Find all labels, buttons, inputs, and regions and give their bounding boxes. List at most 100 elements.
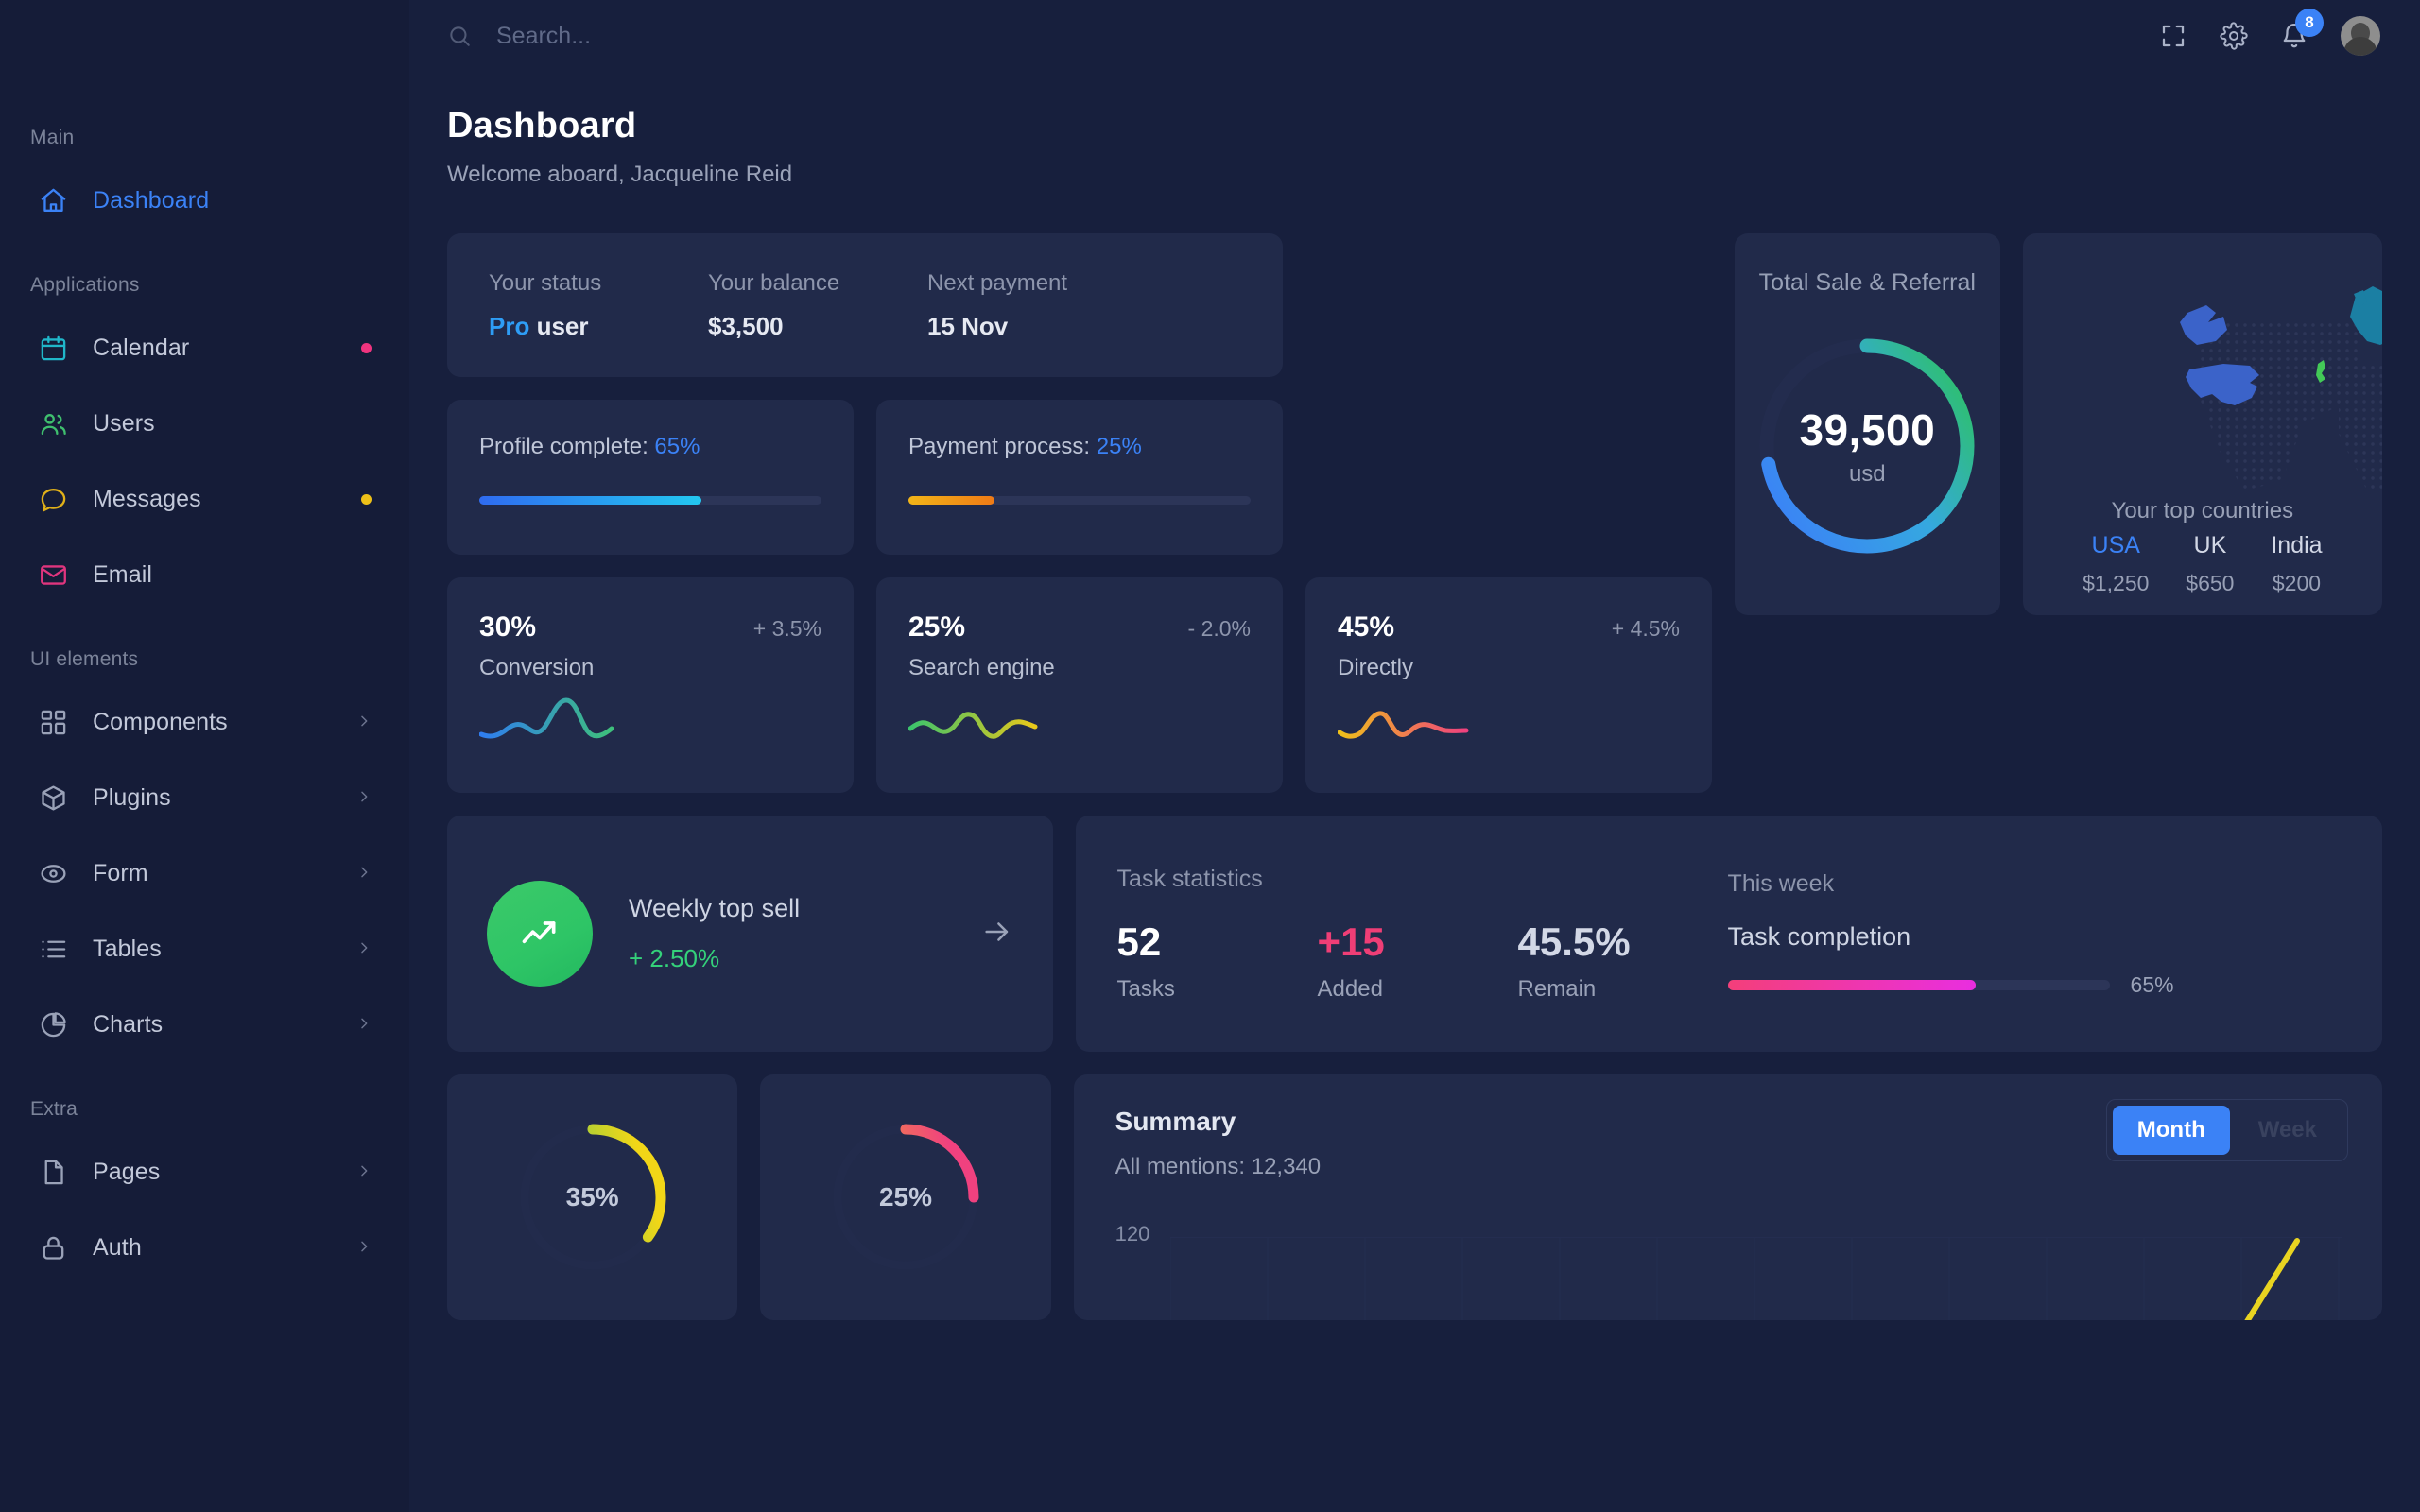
page-header: Dashboard Welcome aboard, Jacqueline Rei… [409, 72, 2420, 188]
eye-icon [34, 854, 72, 892]
search-bar[interactable] [447, 22, 2159, 50]
summary-chart: 120 [1115, 1222, 2382, 1320]
country-uk[interactable]: UK $650 [2186, 532, 2234, 596]
donut-title: Total Sale & Referral [1758, 269, 1976, 296]
chart-series-mentions [2243, 1238, 2300, 1320]
gear-icon[interactable] [2220, 22, 2248, 50]
stat-number: 45.5% [1517, 919, 1631, 964]
profile-complete-text: Profile complete: [479, 434, 655, 459]
dashboard-row-2: Weekly top sell + 2.50% Task statistics … [447, 816, 2382, 1052]
country-india[interactable]: India $200 [2271, 532, 2322, 596]
gauge-card-2: 25% [760, 1074, 1051, 1320]
sidebar-item-messages[interactable]: Messages [0, 472, 409, 525]
payment-process-track [908, 496, 1251, 505]
sidebar-item-auth[interactable]: Auth [0, 1221, 409, 1274]
arrow-right-icon[interactable] [981, 916, 1013, 953]
sidebar-item-form[interactable]: Form [0, 847, 409, 900]
dashboard-row-3: 35% 25% Summary All mentio [447, 1074, 2382, 1320]
stat-label: Remain [1517, 975, 1597, 1002]
pie-icon [34, 1005, 72, 1043]
search-input[interactable] [496, 22, 1063, 50]
sidebar-item-plugins[interactable]: Plugins [0, 771, 409, 824]
sidebar-item-dashboard[interactable]: Dashboard [0, 174, 409, 227]
summary-range-toggle: Month Week [2105, 1099, 2348, 1161]
fullscreen-icon[interactable] [2159, 22, 2187, 50]
dashboard-row-1: Your status Pro user Your balance $3,500… [447, 233, 2382, 793]
sidebar-section-extra: Extra Pages Auth [0, 1098, 409, 1274]
profile-complete-fill [479, 496, 702, 505]
bell-icon[interactable]: 8 [2280, 9, 2324, 50]
gauge-value: 25% [878, 1182, 932, 1211]
stat-remain: 45.5% Remain [1518, 919, 1719, 1003]
email-icon [34, 556, 72, 593]
chevron-right-icon [356, 863, 372, 884]
map-region-uk [2315, 360, 2325, 383]
status-value-highlight: Pro [489, 311, 530, 340]
directly-label: Directly [1338, 655, 1414, 680]
country-name: UK [2193, 532, 2227, 558]
sidebar-item-label: Email [93, 560, 153, 588]
gauge-chart-2: 25% [826, 1118, 985, 1277]
task-completion-track [1727, 979, 2110, 990]
chevron-right-icon [356, 712, 372, 732]
sidebar-section-title: Applications [30, 274, 140, 296]
sidebar-item-charts[interactable]: Charts [0, 998, 409, 1051]
sidebar-item-label: Users [93, 409, 155, 437]
search-engine-label: Search engine [908, 655, 1055, 680]
sidebar-section-main: Main Dashboard [0, 127, 409, 227]
country-usa[interactable]: USA $1,250 [2083, 532, 2149, 596]
sidebar-item-components[interactable]: Components [0, 696, 409, 748]
summary-card: Summary All mentions: 12,340 Month Week … [1073, 1074, 2382, 1320]
sidebar-section-title: Extra [30, 1098, 78, 1120]
sidebar-item-label: Charts [93, 1010, 164, 1038]
status-col-status: Your status Pro user [489, 270, 708, 341]
task-completion-percent: 65% [2130, 971, 2174, 997]
avatar[interactable] [2341, 16, 2380, 56]
left-stack: Your status Pro user Your balance $3,500… [447, 233, 1712, 793]
conversion-delta: + 3.5% [752, 616, 821, 641]
lock-icon [34, 1228, 72, 1266]
trending-up-icon [487, 881, 593, 987]
conversion-label: Conversion [479, 655, 595, 680]
dashboard-grid: Your status Pro user Your balance $3,500… [409, 188, 2420, 1320]
map-region-usa [2179, 305, 2227, 345]
calendar-icon [34, 329, 72, 367]
balance-label: Your balance [708, 269, 840, 296]
sidebar-item-label: Messages [93, 485, 201, 512]
directly-delta: + 4.5% [1611, 616, 1680, 641]
task-statistics-title: Task statistics [1116, 865, 1263, 892]
chevron-right-icon [356, 787, 372, 808]
directly-sparkline [1338, 711, 1469, 739]
weekly-top-sell-card[interactable]: Weekly top sell + 2.50% [447, 816, 1053, 1052]
sidebar-item-email[interactable]: Email [0, 548, 409, 601]
status-label: Your status [489, 269, 602, 296]
topbar-actions: 8 [2159, 9, 2380, 56]
payment-process-pct: 25% [1096, 434, 1142, 459]
page-welcome-text: Welcome aboard, Jacqueline Reid [447, 162, 793, 187]
status-col-balance: Your balance $3,500 [708, 270, 927, 341]
sidebar-item-label: Components [93, 708, 228, 735]
world-map [2179, 286, 2382, 490]
country-value: $200 [2272, 571, 2322, 595]
task-statistics-card: Task statistics 52 Tasks +15 Added [1075, 816, 2382, 1052]
status-value-rest: user [529, 311, 589, 340]
stat-added: +15 Added [1318, 919, 1518, 1003]
cube-icon [34, 779, 72, 816]
task-completion-label: Task completion [1727, 921, 1911, 951]
chevron-right-icon [356, 1237, 372, 1258]
chevron-right-icon [356, 1161, 372, 1182]
toggle-week[interactable]: Week [2257, 1117, 2317, 1143]
page-icon [34, 1153, 72, 1191]
topbar: 8 [409, 0, 2420, 72]
toggle-month[interactable]: Month [2112, 1106, 2230, 1155]
sidebar-item-label: Form [93, 859, 148, 886]
sidebar-item-label: Auth [93, 1233, 142, 1261]
payment-process-text: Payment process: [908, 434, 1097, 459]
conversion-sparkline [479, 697, 614, 739]
stat-number: 52 [1116, 919, 1162, 964]
sidebar-item-tables[interactable]: Tables [0, 922, 409, 975]
sidebar-item-calendar[interactable]: Calendar [0, 321, 409, 374]
sidebar-item-pages[interactable]: Pages [0, 1145, 409, 1198]
sidebar-item-users[interactable]: Users [0, 397, 409, 450]
